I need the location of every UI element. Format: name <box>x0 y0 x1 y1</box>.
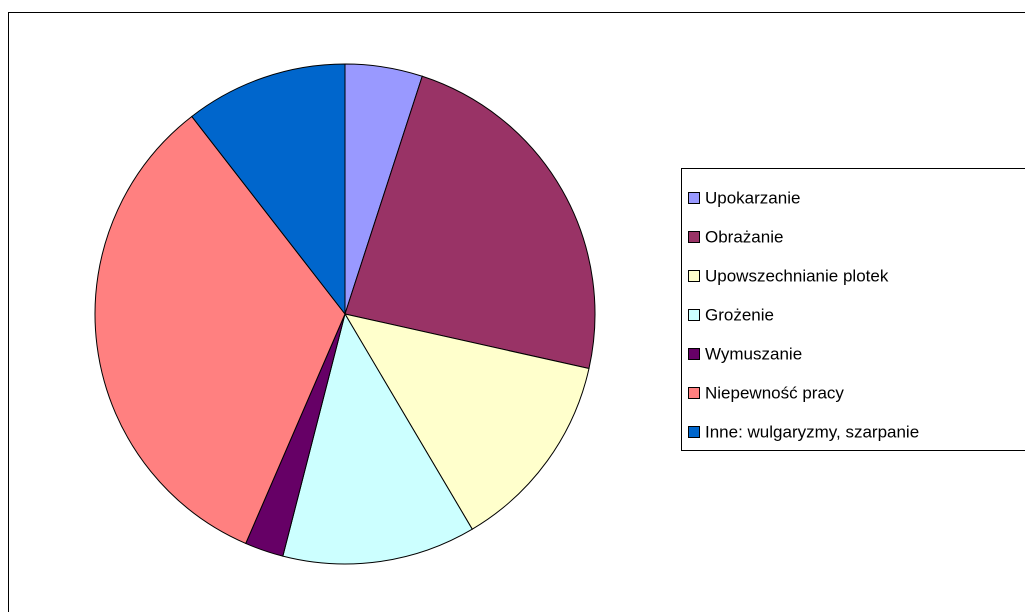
legend-label: Wymuszanie <box>705 344 802 363</box>
legend-label: Upowszechnianie plotek <box>705 266 889 285</box>
legend-swatch <box>688 192 700 204</box>
pie-slice <box>343 313 590 530</box>
legend-swatch <box>688 231 700 243</box>
legend-label: Niepewność pracy <box>705 383 844 402</box>
legend-label: Inne: wulgaryzmy, szarpanie <box>705 422 919 441</box>
pie-slice <box>191 63 346 316</box>
legend-swatch <box>688 426 700 438</box>
legend-swatch <box>688 348 700 360</box>
legend-swatch <box>688 270 700 282</box>
legend-label: Upokarzanie <box>705 188 800 207</box>
pie-slice <box>344 75 596 370</box>
legend-swatch <box>688 387 700 399</box>
pie-slice <box>94 115 346 545</box>
legend-swatch <box>688 309 700 321</box>
legend-label: Obrażanie <box>705 227 783 246</box>
legend-box <box>681 168 1025 451</box>
legend-label: Grożenie <box>705 305 774 324</box>
pie-slice <box>282 312 473 565</box>
